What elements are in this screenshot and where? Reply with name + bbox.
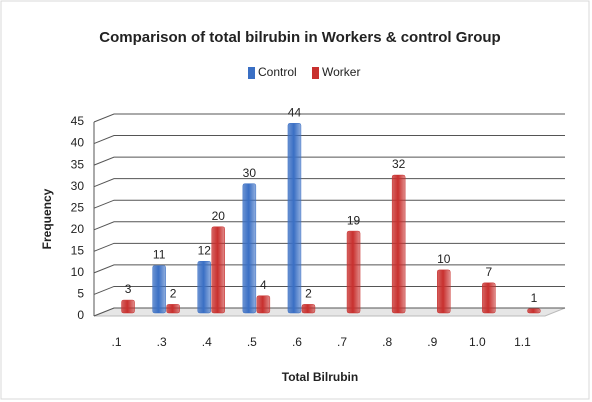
y-tick-label: 10 — [71, 265, 85, 279]
x-tick-label: .4 — [202, 335, 212, 349]
data-label: 20 — [212, 209, 226, 223]
bar — [211, 226, 225, 314]
y-tick-label: 45 — [71, 114, 85, 128]
bar — [242, 183, 257, 314]
x-tick-label: .6 — [292, 335, 302, 349]
bar — [166, 304, 180, 314]
legend-label: Worker — [322, 65, 360, 79]
grid-line — [93, 221, 565, 231]
x-tick-label: .5 — [247, 335, 257, 349]
x-tick-label: .9 — [427, 335, 437, 349]
data-label: 32 — [392, 157, 406, 171]
grid-line — [93, 178, 565, 188]
data-label: 44 — [288, 105, 302, 119]
data-label: 19 — [347, 213, 361, 227]
bar — [301, 304, 316, 314]
bar — [121, 299, 135, 314]
x-tick-label: 1.1 — [514, 335, 531, 349]
x-tick-label: .1 — [112, 335, 122, 349]
grid-line — [93, 285, 565, 295]
data-label: 10 — [437, 252, 451, 266]
y-tick-label: 20 — [71, 222, 85, 236]
bar — [152, 265, 166, 314]
data-label: 7 — [486, 265, 493, 279]
y-tick-label: 25 — [71, 200, 85, 214]
grid-line — [93, 156, 565, 166]
bar — [482, 282, 496, 314]
data-label: 2 — [305, 287, 312, 301]
y-tick-label: 40 — [71, 136, 85, 150]
chart-title: Comparison of total bilrubin in Workers … — [99, 29, 500, 46]
bar — [437, 269, 451, 314]
data-label: 1 — [531, 291, 538, 305]
x-tick-label: .3 — [157, 335, 167, 349]
x-tick-label: 1.0 — [469, 335, 486, 349]
y-axis-label: Frequency — [40, 188, 54, 249]
y-tick-label: 35 — [71, 157, 85, 171]
grid-line — [93, 113, 565, 123]
grid-line — [93, 307, 565, 317]
legend-label: Control — [258, 65, 297, 79]
bar — [391, 174, 406, 314]
grid-line — [93, 199, 565, 209]
x-tick-label: .7 — [337, 335, 347, 349]
grid-line — [93, 242, 565, 252]
bar — [346, 230, 361, 314]
y-tick-label: 0 — [77, 308, 84, 322]
y-tick-label: 5 — [77, 287, 84, 301]
data-label: 12 — [198, 243, 212, 257]
data-label: 3 — [125, 282, 132, 296]
grid-line — [93, 135, 565, 145]
bar — [197, 261, 211, 314]
legend-swatch — [248, 67, 255, 79]
bar — [256, 295, 271, 314]
x-tick-label: .8 — [382, 335, 392, 349]
data-label: 11 — [153, 248, 166, 262]
x-axis-label: Total Bilrubin — [282, 370, 358, 384]
legend-swatch — [312, 67, 319, 79]
grid-line — [93, 264, 565, 274]
data-label: 30 — [243, 166, 257, 180]
data-label: 2 — [170, 287, 177, 301]
data-label: 4 — [260, 278, 267, 292]
y-tick-label: 30 — [71, 179, 85, 193]
bar — [527, 308, 541, 314]
bar — [287, 123, 302, 314]
y-tick-label: 15 — [71, 244, 85, 258]
